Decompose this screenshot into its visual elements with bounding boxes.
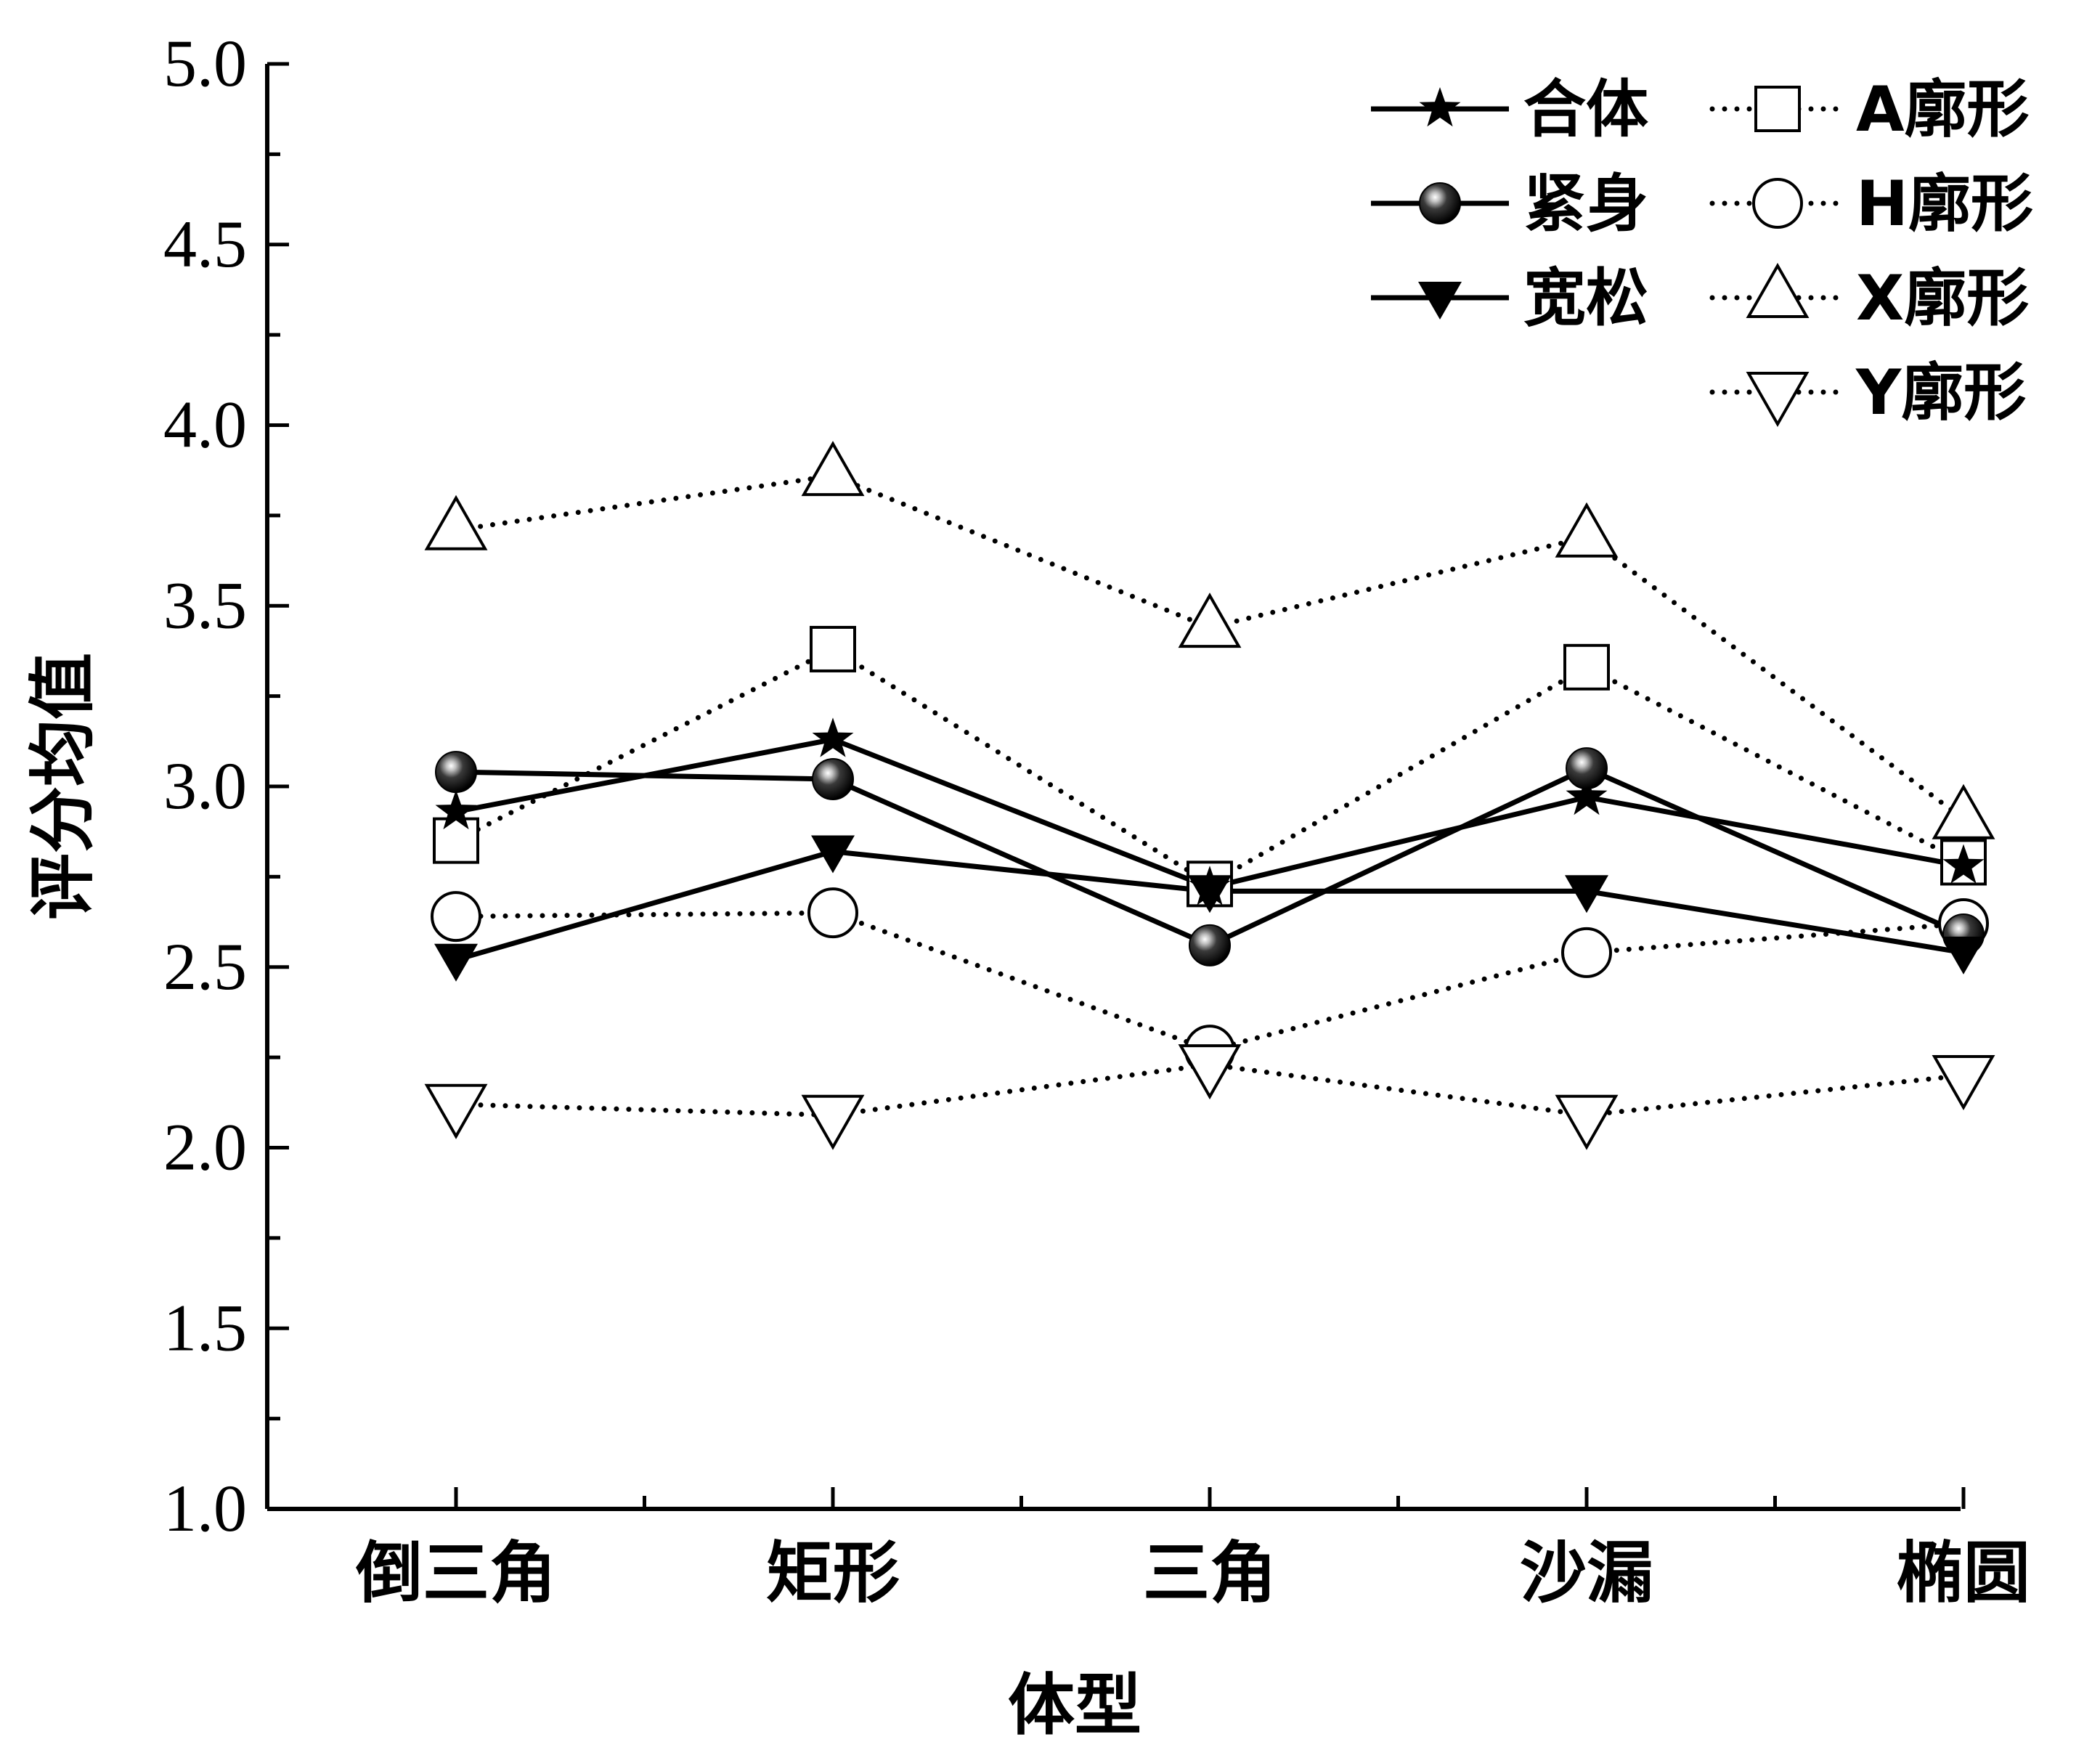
legend-marker [1746, 262, 1810, 318]
y-tick-label: 5.0 [163, 26, 247, 100]
legend-label: 紧身 [1523, 168, 1648, 240]
y-tick-label: 4.5 [163, 207, 247, 281]
x-tick-label: 矩形 [766, 1534, 900, 1612]
series-3-point [810, 625, 856, 672]
legend-marker [1754, 86, 1801, 132]
series-3-point [433, 817, 479, 864]
series-6-point [1555, 1094, 1619, 1150]
legend-label: Y廓形 [1855, 357, 2026, 429]
series-1-point [435, 751, 477, 794]
series-1-point [812, 758, 854, 801]
y-tick-label: 1.0 [163, 1471, 247, 1545]
y-tick-label: 4.0 [163, 388, 247, 462]
series-5-point [1932, 784, 1995, 839]
legend-marker [1418, 282, 1462, 320]
y-tick-label: 3.0 [163, 749, 247, 823]
legend-label: X廓形 [1856, 262, 2029, 335]
series-2-point [1942, 936, 1985, 974]
series-6-point [1178, 1044, 1242, 1100]
legend-marker [1419, 182, 1461, 224]
x-ticks [454, 1487, 1966, 1509]
series-3-point [1563, 643, 1610, 691]
series-5-point [1178, 593, 1242, 648]
x-tick-label: 倒三角 [355, 1534, 556, 1612]
series-6-point [424, 1083, 488, 1139]
series-2-point [434, 943, 478, 982]
series-2-point [1565, 875, 1608, 913]
series-1-point [1566, 747, 1608, 790]
x-axis-title: 体型 [1008, 1666, 1141, 1744]
y-axis-title: 评分均值 [24, 653, 102, 920]
legend-label: A廓形 [1856, 73, 2030, 146]
legend-label: 宽松 [1523, 262, 1648, 335]
legend-label: H廓形 [1856, 168, 2033, 240]
y-ticks [267, 62, 289, 1511]
series-2-point [811, 835, 855, 874]
series-4-point [1561, 927, 1612, 978]
series-line-3 [453, 646, 1966, 887]
series-0-point [1566, 775, 1608, 815]
series-6-point [801, 1094, 865, 1150]
series-2-point [1188, 875, 1232, 913]
series-5-point [424, 495, 488, 550]
y-tick-labels: 1.0 1.5 2.0 2.5 3.0 3.5 4.0 4.5 5.0 [163, 26, 247, 1545]
x-tick-labels: 倒三角 矩形 三角 沙漏 椭圆 [355, 1534, 2030, 1612]
y-tick-label: 1.5 [163, 1290, 247, 1364]
series-1-point [1189, 924, 1231, 966]
series-6-point [1932, 1055, 1995, 1111]
series-4-point [807, 887, 858, 939]
series-4-point [431, 891, 481, 943]
legend-marker [1746, 372, 1810, 428]
series-0-point [812, 717, 854, 757]
series-layer [453, 473, 1966, 1118]
series-0-point [435, 789, 477, 830]
x-tick-label: 椭圆 [1897, 1534, 2030, 1612]
y-tick-label: 3.5 [163, 568, 247, 642]
series-0-point [1942, 844, 1985, 884]
plot-area [424, 441, 1995, 1150]
legend-marker [1752, 178, 1803, 229]
y-tick-label: 2.0 [163, 1110, 247, 1184]
y-tick-label: 2.5 [163, 929, 247, 1004]
series-line-1 [455, 765, 1965, 948]
markers-layer [424, 441, 1995, 1150]
series-line-5 [453, 473, 1966, 822]
x-tick-label: 三角 [1143, 1534, 1277, 1612]
x-tick-label: 沙漏 [1520, 1534, 1653, 1612]
series-5-point [1555, 502, 1619, 558]
legend-marker [1419, 87, 1461, 127]
series-5-point [801, 441, 865, 497]
legend-label: 合体 [1523, 73, 1648, 146]
